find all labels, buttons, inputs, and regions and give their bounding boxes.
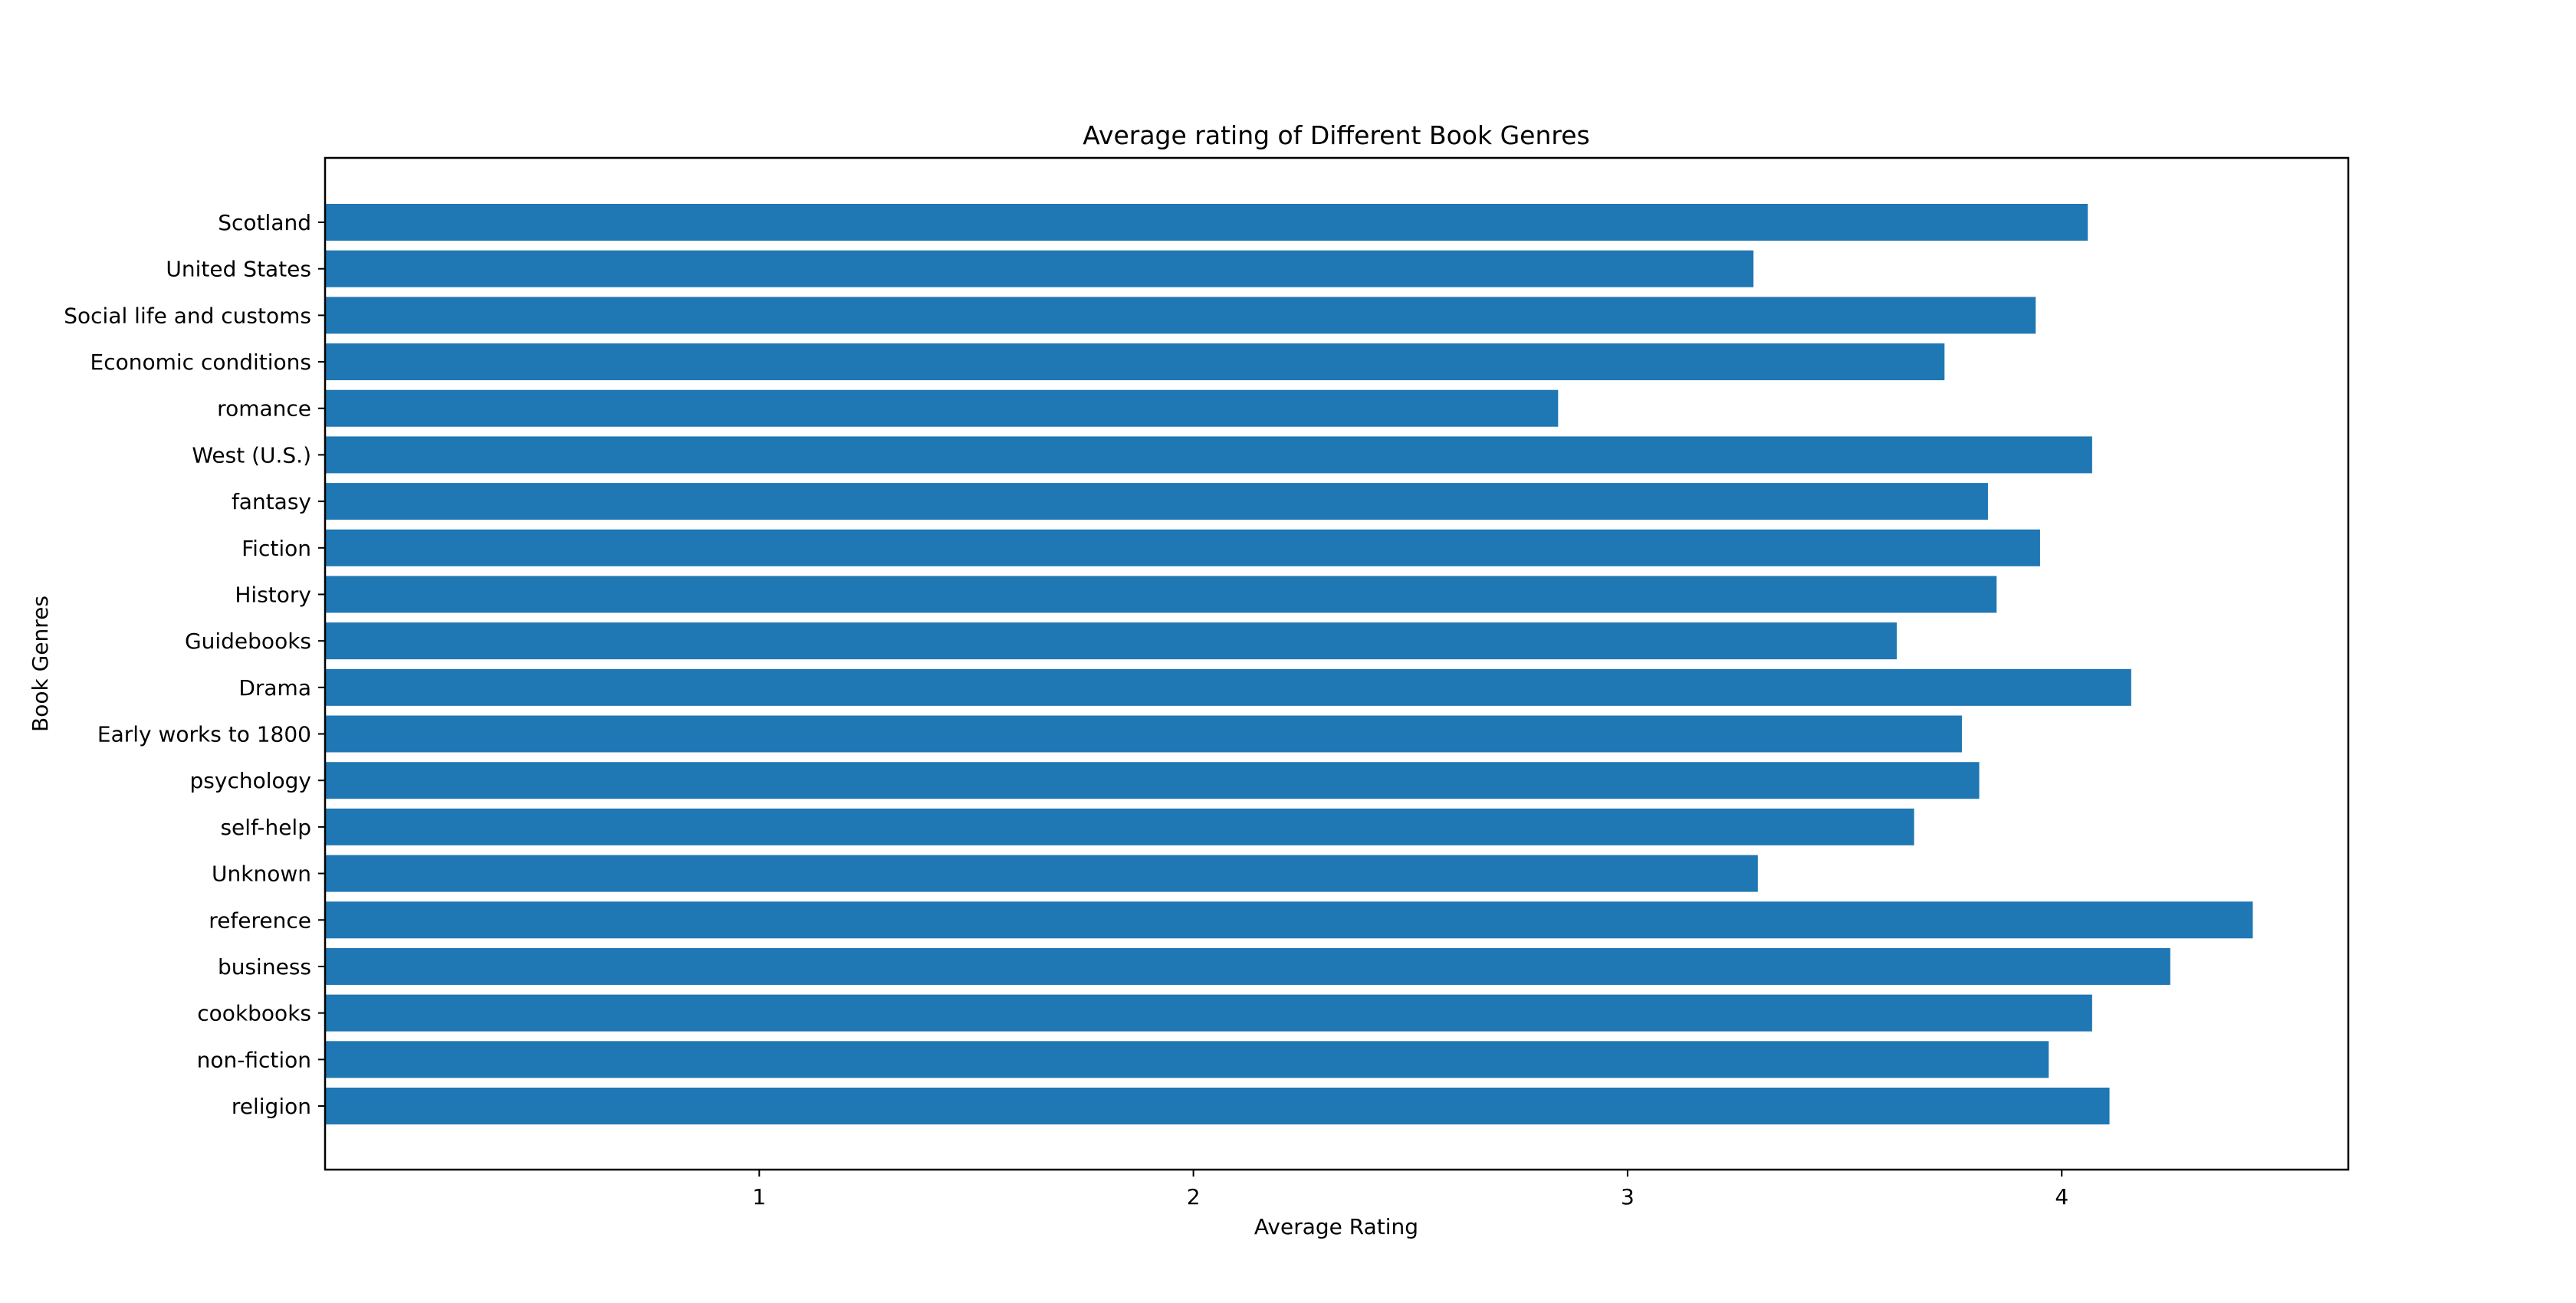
y-tick-label: History: [235, 582, 311, 607]
bar: [325, 1041, 2049, 1078]
y-tick-label: business: [218, 954, 311, 980]
y-tick-label: Drama: [238, 675, 311, 701]
y-tick-label: Scotland: [218, 210, 311, 235]
y-tick-label: Economic conditions: [90, 350, 312, 375]
plot-frame: [324, 156, 2350, 1171]
y-tick-label: United States: [166, 257, 311, 282]
bar: [325, 994, 2092, 1032]
bar: [325, 947, 2170, 985]
bar: [325, 529, 2040, 566]
bar: [325, 343, 1945, 381]
x-axis-label: Average Rating: [1254, 1214, 1418, 1239]
y-tick-label: fantasy: [232, 489, 311, 514]
y-tick-label: cookbooks: [197, 1001, 311, 1026]
bar: [325, 901, 2253, 939]
x-tick-label: 4: [2055, 1184, 2068, 1209]
y-tick-label: psychology: [190, 768, 311, 793]
y-tick-label: Guidebooks: [185, 629, 311, 654]
y-tick-label: romance: [217, 396, 311, 422]
bar: [325, 1088, 2110, 1124]
bar: [325, 668, 2131, 706]
bar: [325, 436, 2092, 474]
bar: [325, 297, 2036, 334]
y-tick-label: Unknown: [212, 862, 311, 887]
bar: [325, 204, 2088, 241]
y-tick-label: self-help: [220, 815, 311, 840]
y-tick-label: West (U.S.): [192, 442, 311, 468]
bar: [325, 855, 1758, 892]
bar: [325, 250, 1754, 287]
y-tick-label: Social life and customs: [64, 303, 311, 328]
bar: [325, 483, 1988, 520]
y-tick-label: reference: [209, 908, 311, 933]
x-tick-layer: 1 2 3 4: [752, 1170, 2068, 1209]
bar: [325, 808, 1914, 845]
x-tick-label: 1: [752, 1184, 766, 1209]
y-tick-layer: Scotland United States Social life and cus…: [64, 210, 325, 1119]
x-tick-label: 3: [1621, 1184, 1635, 1209]
bar: [325, 622, 1898, 660]
y-tick-label: Early works to 1800: [97, 722, 311, 747]
y-tick-label: Fiction: [242, 536, 311, 561]
bar: [325, 715, 1962, 753]
y-axis-label: Book Genres: [28, 596, 53, 732]
x-tick-label: 2: [1187, 1184, 1201, 1209]
y-tick-label: religion: [232, 1094, 311, 1119]
chart-title: Average rating of Different Book Genres: [1083, 120, 1589, 150]
y-tick-label: non-fiction: [197, 1047, 311, 1072]
bars-layer: [325, 204, 2253, 1124]
bar: [325, 389, 1559, 427]
bar: [325, 576, 1997, 613]
bar: [325, 762, 1980, 799]
